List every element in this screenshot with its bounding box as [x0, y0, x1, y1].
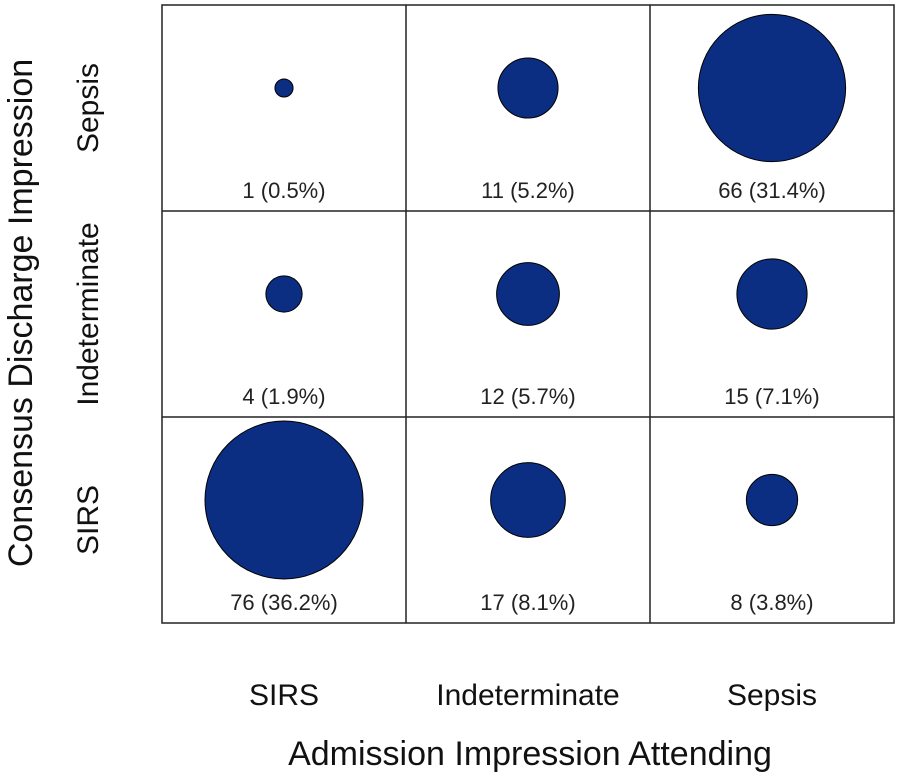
cell-labels: 1 (0.5%) 11 (5.2%) 66 (31.4%) 4 (1.9%) 12 (5…	[230, 178, 826, 615]
cell-count-label: 8 (3.8%)	[730, 590, 813, 615]
y-tick-label: SIRS	[72, 485, 105, 555]
cell-count-label: 1 (0.5%)	[242, 178, 325, 203]
x-tick-labels: SIRS Indeterminate Sepsis	[249, 679, 817, 712]
cell-count-label: 17 (8.1%)	[480, 590, 575, 615]
grid	[161, 4, 895, 624]
cell-count-label: 15 (7.1%)	[724, 384, 819, 409]
cell-count-label: 76 (36.2%)	[230, 590, 338, 615]
cell-count-label: 4 (1.9%)	[242, 384, 325, 409]
bubble	[274, 78, 294, 98]
bubble	[736, 258, 808, 330]
x-tick-label: Sepsis	[727, 679, 817, 712]
y-tick-labels: Sepsis Indeterminate SIRS	[72, 63, 105, 555]
cell-count-label: 66 (31.4%)	[718, 178, 826, 203]
y-tick-label: Indeterminate	[72, 222, 105, 405]
cell-count-label: 11 (5.2%)	[481, 178, 575, 203]
grid-border	[161, 4, 895, 624]
cell-count-label: 12 (5.7%)	[480, 384, 575, 409]
x-tick-label: SIRS	[249, 679, 319, 712]
bubble	[490, 462, 566, 538]
x-axis-title: Admission Impression Attending	[288, 735, 772, 773]
bubbles	[204, 13, 847, 580]
bubble	[265, 275, 303, 313]
bubble	[496, 262, 560, 326]
bubble	[204, 420, 364, 580]
x-tick-label: Indeterminate	[436, 679, 619, 712]
y-tick-label: Sepsis	[72, 63, 105, 153]
bubble	[697, 13, 847, 163]
bubble	[745, 473, 799, 527]
y-axis-title: Consensus Discharge Impression	[2, 59, 40, 567]
bubble	[497, 57, 559, 119]
